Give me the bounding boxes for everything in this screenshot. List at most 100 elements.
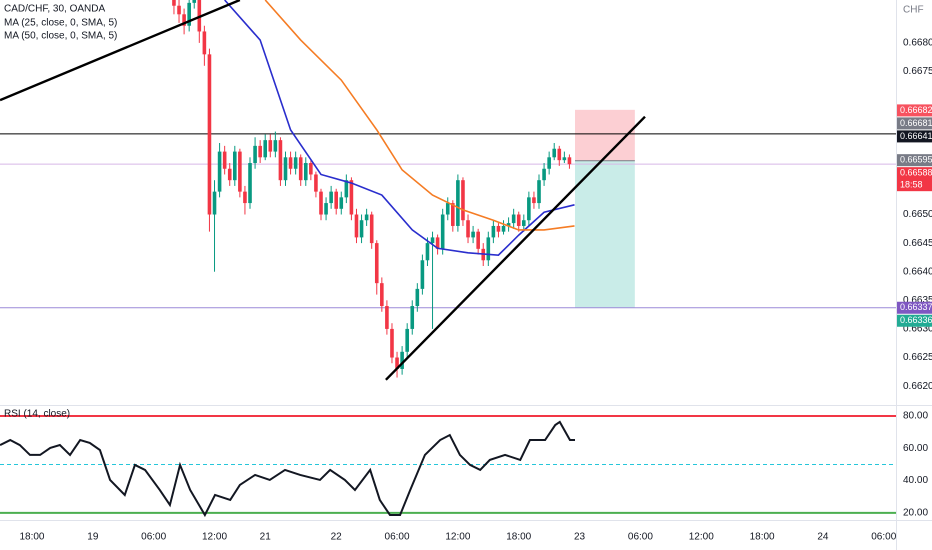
candle-body [227,168,232,181]
candle-body [369,214,374,244]
candle-body [354,214,359,238]
candle-body [273,140,278,152]
price-label: 0.66588 [900,168,932,178]
candle-body [476,231,480,249]
candle-body [527,197,531,221]
price-label-bg [897,154,932,167]
candle-body [552,148,557,158]
position-target-zone [575,160,635,308]
price-label-bg [897,104,932,117]
candle-body [207,54,212,215]
legend-rsi: RSI (14, close) [4,409,70,420]
x-tick-label: 18:00 [750,532,775,543]
candle-body [232,151,237,181]
candle-body [491,225,496,238]
candle-body [557,148,562,161]
candle-body [263,140,268,158]
candle-body [425,243,430,261]
candle-body [511,214,516,224]
candle-body [501,225,506,232]
legend-ma25: MA (25, close, 0, SMA, 5) [4,18,117,29]
price-label: 0.66337 [900,302,932,312]
candle-body [532,197,536,204]
price-label-bg [897,167,932,192]
candle-body [380,283,384,307]
x-tick-label: 19 [87,532,99,543]
countdown-label: 18:58 [900,180,923,190]
candle-body [521,220,526,226]
y-tick-label: 0.66200 [903,381,932,392]
candle-body [339,197,344,209]
x-tick-label: 18:00 [506,532,531,543]
y-tick-label: 20.00 [903,508,928,519]
candle-body [486,237,491,261]
x-tick-label: 06:00 [871,532,896,543]
candle-body [319,191,323,215]
price-label-bg [897,301,932,314]
y-tick-label: 60.00 [903,443,928,454]
y-tick-label: 80.00 [903,411,928,422]
candle-body [177,5,181,15]
moving-average [264,0,575,231]
legend-ma50: MA (50, close, 0, SMA, 5) [4,31,117,42]
price-label: 0.66595 [900,155,932,165]
candle-body [364,214,369,221]
candle-body [496,225,501,232]
position-stop-zone [575,109,635,161]
price-label: 0.66681 [900,118,932,128]
rsi-line [0,420,576,518]
candle-body [400,351,404,369]
candle-body [344,180,349,198]
candle-body [451,203,455,226]
price-label-bg [897,314,932,327]
candle-body [445,203,450,215]
candle-body [314,174,318,192]
x-tick-label: 23 [574,532,586,543]
x-tick-label: 06:00 [628,532,653,543]
candle-body [374,243,379,284]
candle-body [212,191,217,215]
x-tick-label: 21 [260,532,272,543]
candle-body [243,191,247,204]
candle-body [172,0,176,6]
price-label: 0.66682 [900,105,932,115]
candle-body [293,157,298,169]
candle-body [268,140,273,152]
candle-body [395,357,399,369]
candle-body [547,157,551,169]
x-tick-label: 12:00 [202,532,227,543]
price-label: 0.66336 [900,315,932,325]
price-label-bg [897,130,932,143]
candle-body [334,191,339,209]
candle-body [217,151,222,192]
trend-line [385,115,646,381]
candle-body [420,260,425,289]
x-tick-label: 06:00 [141,532,166,543]
candle-body [359,220,364,238]
candle-body [435,237,440,249]
axes: 18:00 19 06:00 12:00 21 22 06:00 12:00 18:00 23 06… [19,38,932,543]
candle-body [440,214,445,249]
price-label: 0.66641 [900,131,932,141]
candle-body [471,231,475,238]
candle-body [516,214,521,226]
chart-title: CAD/CHF, 30, OANDA [4,4,105,15]
x-tick-label: 06:00 [385,532,410,543]
candle-body [309,163,313,175]
candle-body [303,163,308,181]
candle-body [278,140,283,181]
candle-body [385,306,389,329]
candle-body [253,145,257,164]
candle-body [410,306,415,329]
x-tick-label: 22 [331,532,343,543]
candle-body [542,168,546,181]
price-label-bg [897,117,932,130]
